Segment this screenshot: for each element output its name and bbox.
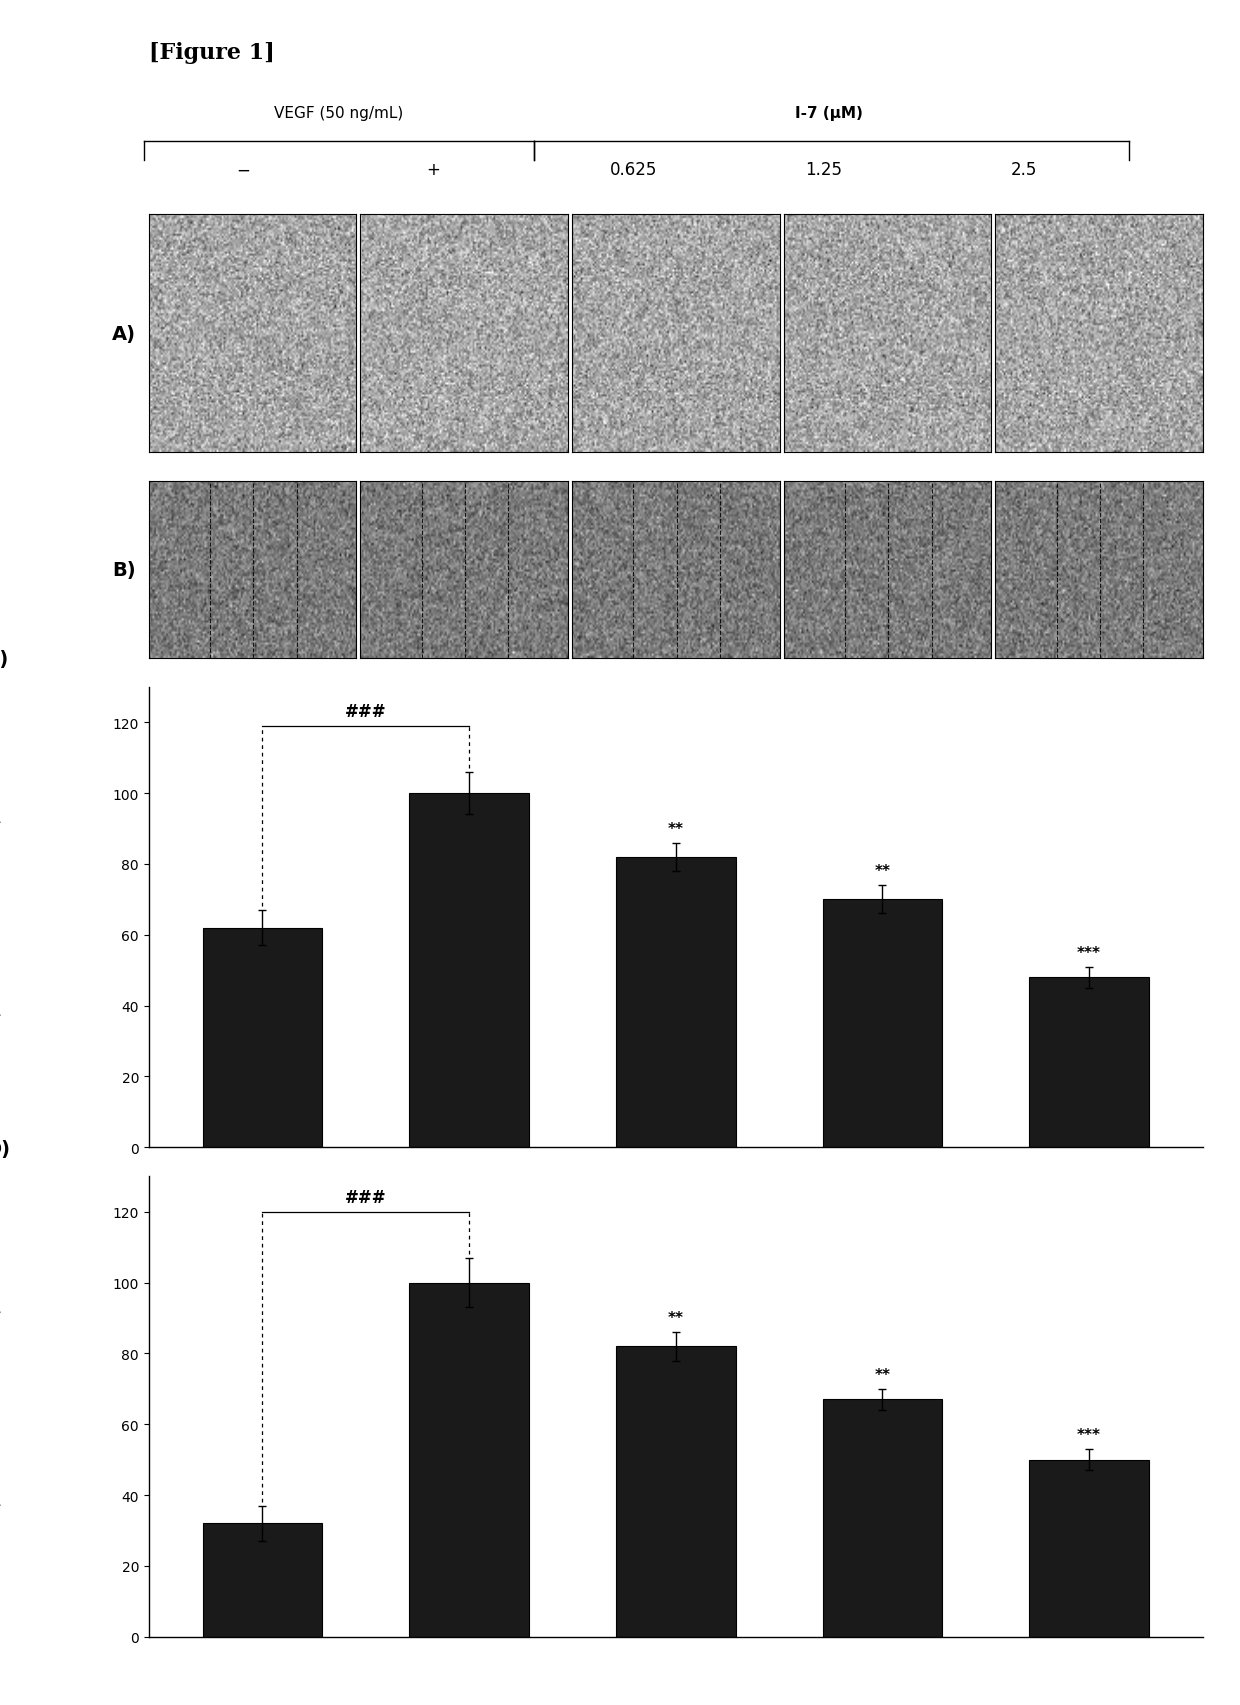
Bar bbox=[409, 793, 529, 1147]
Text: −: − bbox=[237, 162, 250, 179]
Bar bbox=[202, 928, 322, 1147]
Text: C): C) bbox=[0, 650, 9, 668]
Text: **: ** bbox=[874, 863, 890, 878]
Text: ***: *** bbox=[1078, 945, 1101, 960]
Text: VEGF (50 ng/mL): VEGF (50 ng/mL) bbox=[274, 106, 403, 121]
Text: **: ** bbox=[668, 822, 683, 835]
Bar bbox=[409, 1282, 529, 1637]
Bar bbox=[616, 858, 735, 1147]
Bar bbox=[202, 1524, 322, 1637]
Bar bbox=[822, 900, 942, 1147]
Y-axis label: A): A) bbox=[112, 324, 136, 343]
Bar bbox=[616, 1347, 735, 1637]
Text: 2.5: 2.5 bbox=[1011, 162, 1037, 179]
Y-axis label: B): B) bbox=[112, 561, 135, 580]
Text: +: + bbox=[427, 162, 440, 179]
Text: **: ** bbox=[874, 1367, 890, 1383]
Text: ###: ### bbox=[345, 1188, 387, 1207]
Text: 0.625: 0.625 bbox=[610, 162, 657, 179]
Text: ###: ### bbox=[345, 702, 387, 721]
Text: **: ** bbox=[668, 1311, 683, 1325]
Y-axis label: Migrated HUVEC
(% of VEGF treated control): Migrated HUVEC (% of VEGF treated contro… bbox=[0, 1306, 1, 1507]
Bar bbox=[1029, 977, 1149, 1147]
Text: I-7 (μM): I-7 (μM) bbox=[795, 106, 863, 121]
Text: ***: *** bbox=[1078, 1427, 1101, 1442]
Text: D): D) bbox=[0, 1139, 10, 1158]
Text: 1.25: 1.25 bbox=[805, 162, 842, 179]
Bar bbox=[822, 1400, 942, 1637]
Y-axis label: Tube number
(% of VEGF treated control): Tube number (% of VEGF treated control) bbox=[0, 817, 1, 1018]
Text: [Figure 1]: [Figure 1] bbox=[149, 43, 274, 65]
Bar bbox=[1029, 1459, 1149, 1637]
